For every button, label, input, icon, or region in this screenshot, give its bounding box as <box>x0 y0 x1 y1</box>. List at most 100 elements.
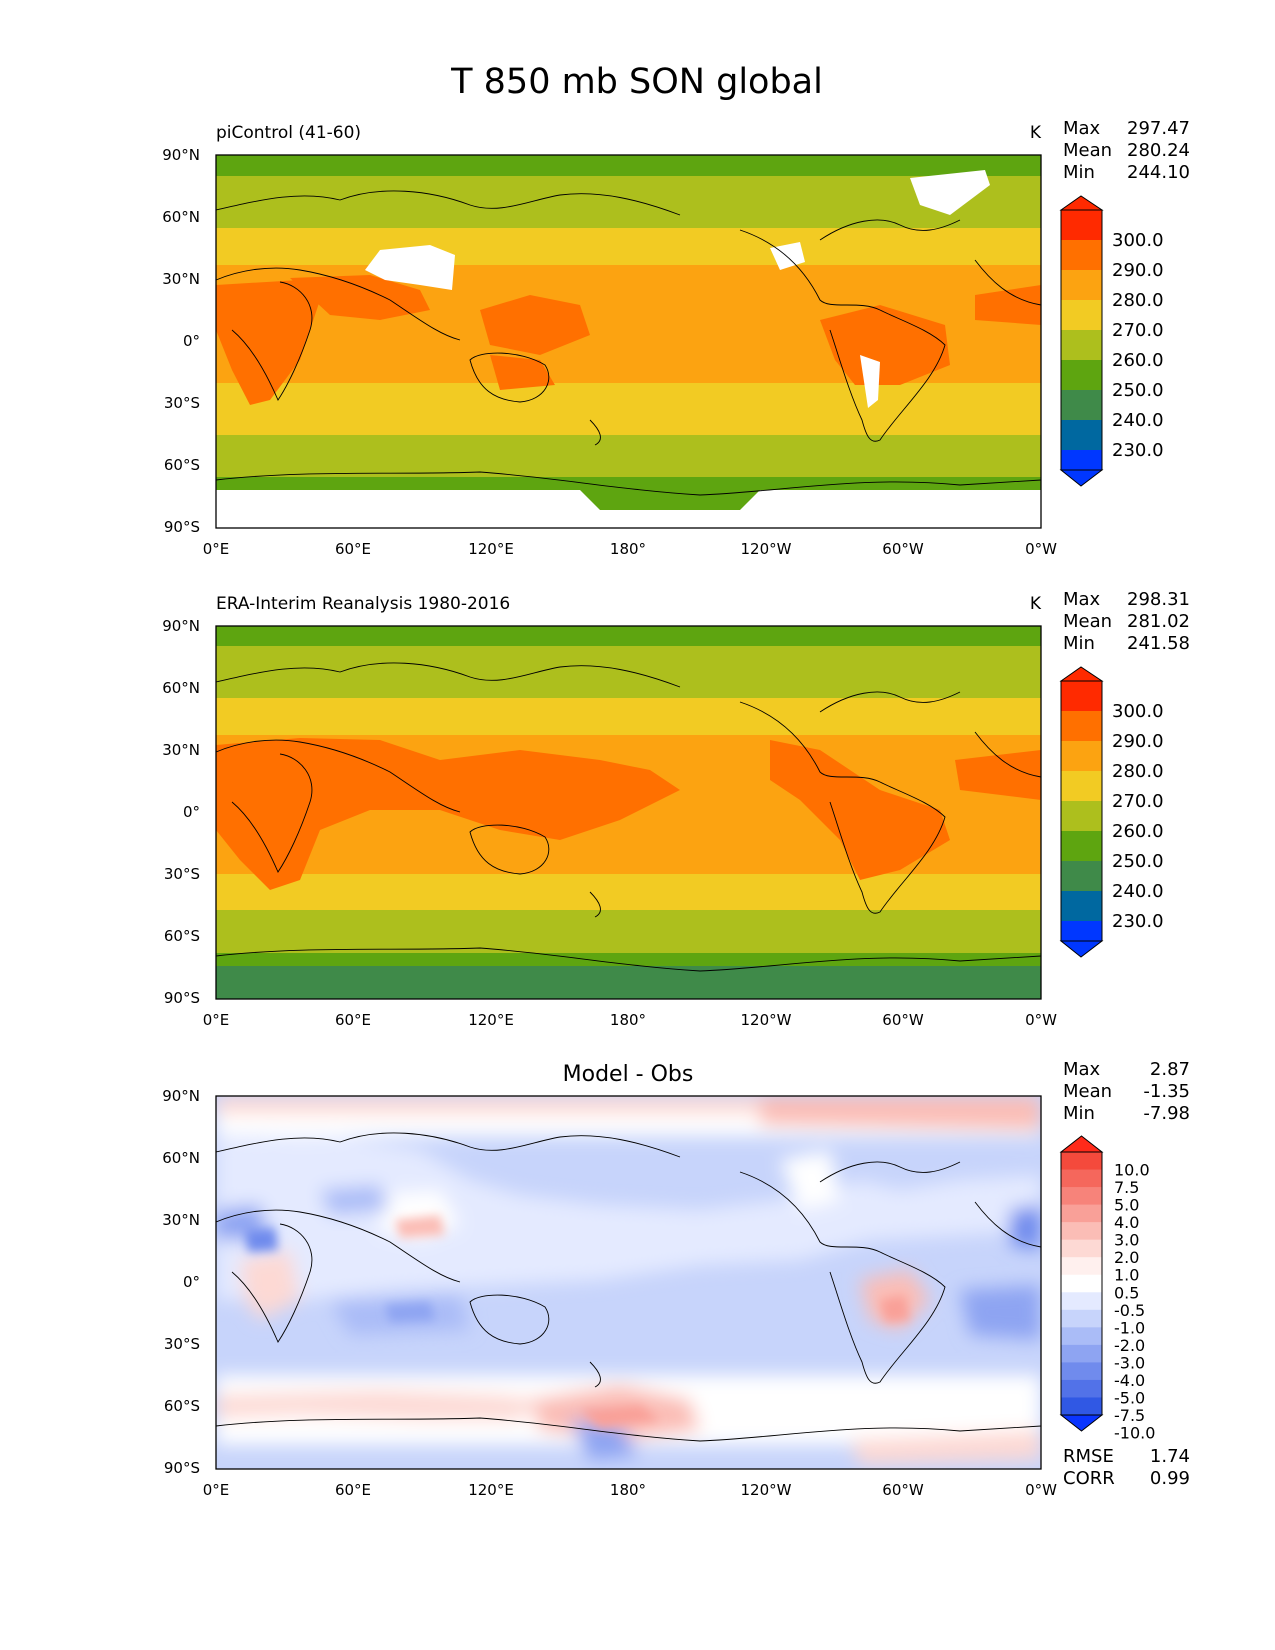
colorbar-swatch <box>1061 681 1102 711</box>
colorbar-label: 4.0 <box>1114 1213 1139 1232</box>
y-tick-label: 90°S <box>164 1459 200 1477</box>
colorbar-swatch <box>1061 1379 1102 1398</box>
negative-region <box>960 1285 1041 1340</box>
y-tick-label: 60°S <box>164 1397 200 1415</box>
x-axis-ticks: 0°E 60°E 120°E 180° 120°W 60°W 0°W <box>203 1011 1057 1029</box>
x-tick-label: 0°W <box>1025 540 1057 558</box>
strong-negative <box>385 1302 435 1322</box>
colorbar-labels: 300.0 290.0 280.0 270.0 260.0 250.0 240.… <box>1112 701 1164 932</box>
colorbar-label: 7.5 <box>1114 1178 1139 1197</box>
arctic-positive <box>760 1096 1041 1130</box>
band-260-270 <box>216 910 1041 953</box>
africa-warm-region <box>216 280 320 405</box>
colorbar: 300.0 290.0 280.0 270.0 260.0 250.0 240.… <box>1059 666 1164 958</box>
colorbar-label: 280.0 <box>1112 290 1164 311</box>
missing-andes <box>860 355 880 408</box>
map-area <box>215 154 1042 529</box>
panel-title: piControl (41-60) <box>216 123 361 143</box>
missing-tibet <box>365 245 455 290</box>
x-tick-label: 60°W <box>882 1481 924 1499</box>
colorbar-label: 1.0 <box>1114 1266 1139 1285</box>
panel-title: ERA-Interim Reanalysis 1980-2016 <box>216 594 510 614</box>
africa-positive <box>240 1250 300 1320</box>
x-tick-label: 180° <box>610 540 646 558</box>
colorbar: 300.0 290.0 280.0 270.0 260.0 250.0 240.… <box>1059 195 1164 487</box>
panel-difference: Model - Obs Max 2.87 Mean -1.35 Min -7.9… <box>162 1059 1190 1499</box>
colorbar-frame <box>1060 680 1103 942</box>
colorbar-extend-top <box>1059 1135 1104 1153</box>
colorbar-swatch <box>1061 1344 1102 1363</box>
stat-label: Mean <box>1063 140 1112 161</box>
colorbar-extend-bottom <box>1059 940 1104 958</box>
colorbar-label: 240.0 <box>1112 410 1164 431</box>
colorbar-label: 270.0 <box>1112 791 1164 812</box>
colorbar-swatch <box>1061 450 1102 470</box>
asia-warm-region <box>290 275 430 320</box>
x-tick-label: 60°W <box>882 1011 924 1029</box>
stat-value: 298.31 <box>1127 589 1190 610</box>
colorbar-swatch <box>1061 891 1102 921</box>
americas-warm-region <box>770 740 950 880</box>
y-tick-label: 90°N <box>162 146 200 164</box>
colorbar-swatch <box>1061 801 1102 831</box>
light-negative-band <box>216 1135 1041 1300</box>
panel-title: Model - Obs <box>563 1062 694 1087</box>
colorbar-swatch <box>1061 390 1102 420</box>
stat-label: Max <box>1063 589 1101 610</box>
band-250-260 <box>216 477 1041 490</box>
y-tick-label: 30°N <box>162 741 200 759</box>
y-tick-label: 0° <box>183 332 200 350</box>
colorbar-label: -3.0 <box>1114 1353 1145 1372</box>
stat-value: -1.35 <box>1143 1081 1190 1102</box>
colorbar-swatch <box>1061 921 1102 941</box>
coastlines <box>215 190 1042 496</box>
x-tick-label: 180° <box>610 1011 646 1029</box>
map-area <box>215 625 1042 1000</box>
x-tick-label: 120°W <box>741 1481 792 1499</box>
x-tick-label: 0°E <box>203 1011 230 1029</box>
coastlines <box>216 1132 1041 1442</box>
x-tick-label: 60°W <box>882 540 924 558</box>
band-260-270 <box>216 646 1041 698</box>
colorbar-swatch <box>1061 240 1102 270</box>
near-zero-region <box>780 1150 840 1210</box>
y-axis-ticks: 90°N 60°N 30°N 0° 30°S 60°S 90°S <box>162 146 200 536</box>
units-label: K <box>1030 123 1042 143</box>
colorbar-swatch <box>1061 1222 1102 1241</box>
missing-rockies <box>770 242 805 270</box>
x-tick-label: 120°W <box>741 540 792 558</box>
stat-label: Min <box>1063 633 1095 654</box>
colorbar-swatch <box>1061 711 1102 741</box>
colorbar-swatch <box>1061 270 1102 300</box>
colorbar-label: 280.0 <box>1112 761 1164 782</box>
stat-label: Mean <box>1063 611 1112 632</box>
colorbar-label: 270.0 <box>1112 320 1164 341</box>
x-tick-label: 60°E <box>335 1481 371 1499</box>
colorbar-label: 10.0 <box>1114 1161 1150 1180</box>
y-tick-label: 30°N <box>162 1211 200 1229</box>
stat-value: 280.24 <box>1127 140 1190 161</box>
warm-pool-region <box>480 295 590 355</box>
x-tick-label: 0°W <box>1025 1481 1057 1499</box>
map-area <box>215 1095 1042 1470</box>
colorbar-swatch <box>1061 1152 1102 1171</box>
band-270-280 <box>216 228 1041 265</box>
colorbar-swatch <box>1061 300 1102 330</box>
metrics-block: RMSE 1.74 CORR 0.99 <box>1063 1446 1190 1489</box>
colorbar-swatch <box>1061 1169 1102 1188</box>
colorbar-label: 290.0 <box>1112 260 1164 281</box>
x-tick-label: 120°E <box>468 1011 514 1029</box>
y-axis-ticks: 90°N 60°N 30°N 0° 30°S 60°S 90°S <box>162 617 200 1007</box>
colorbar-swatch <box>1061 360 1102 390</box>
y-tick-label: 90°N <box>162 617 200 635</box>
colorbar-label: 230.0 <box>1112 911 1164 932</box>
colorbar-label: 0.5 <box>1114 1283 1139 1302</box>
stat-label: Min <box>1063 1103 1095 1124</box>
y-tick-label: 90°S <box>164 989 200 1007</box>
colorbar-label: 240.0 <box>1112 881 1164 902</box>
strong-positive <box>880 1295 910 1322</box>
stat-value: 297.47 <box>1127 118 1190 139</box>
x-tick-label: 180° <box>610 1481 646 1499</box>
x-tick-label: 0°W <box>1025 1011 1057 1029</box>
y-tick-label: 30°S <box>164 1335 200 1353</box>
